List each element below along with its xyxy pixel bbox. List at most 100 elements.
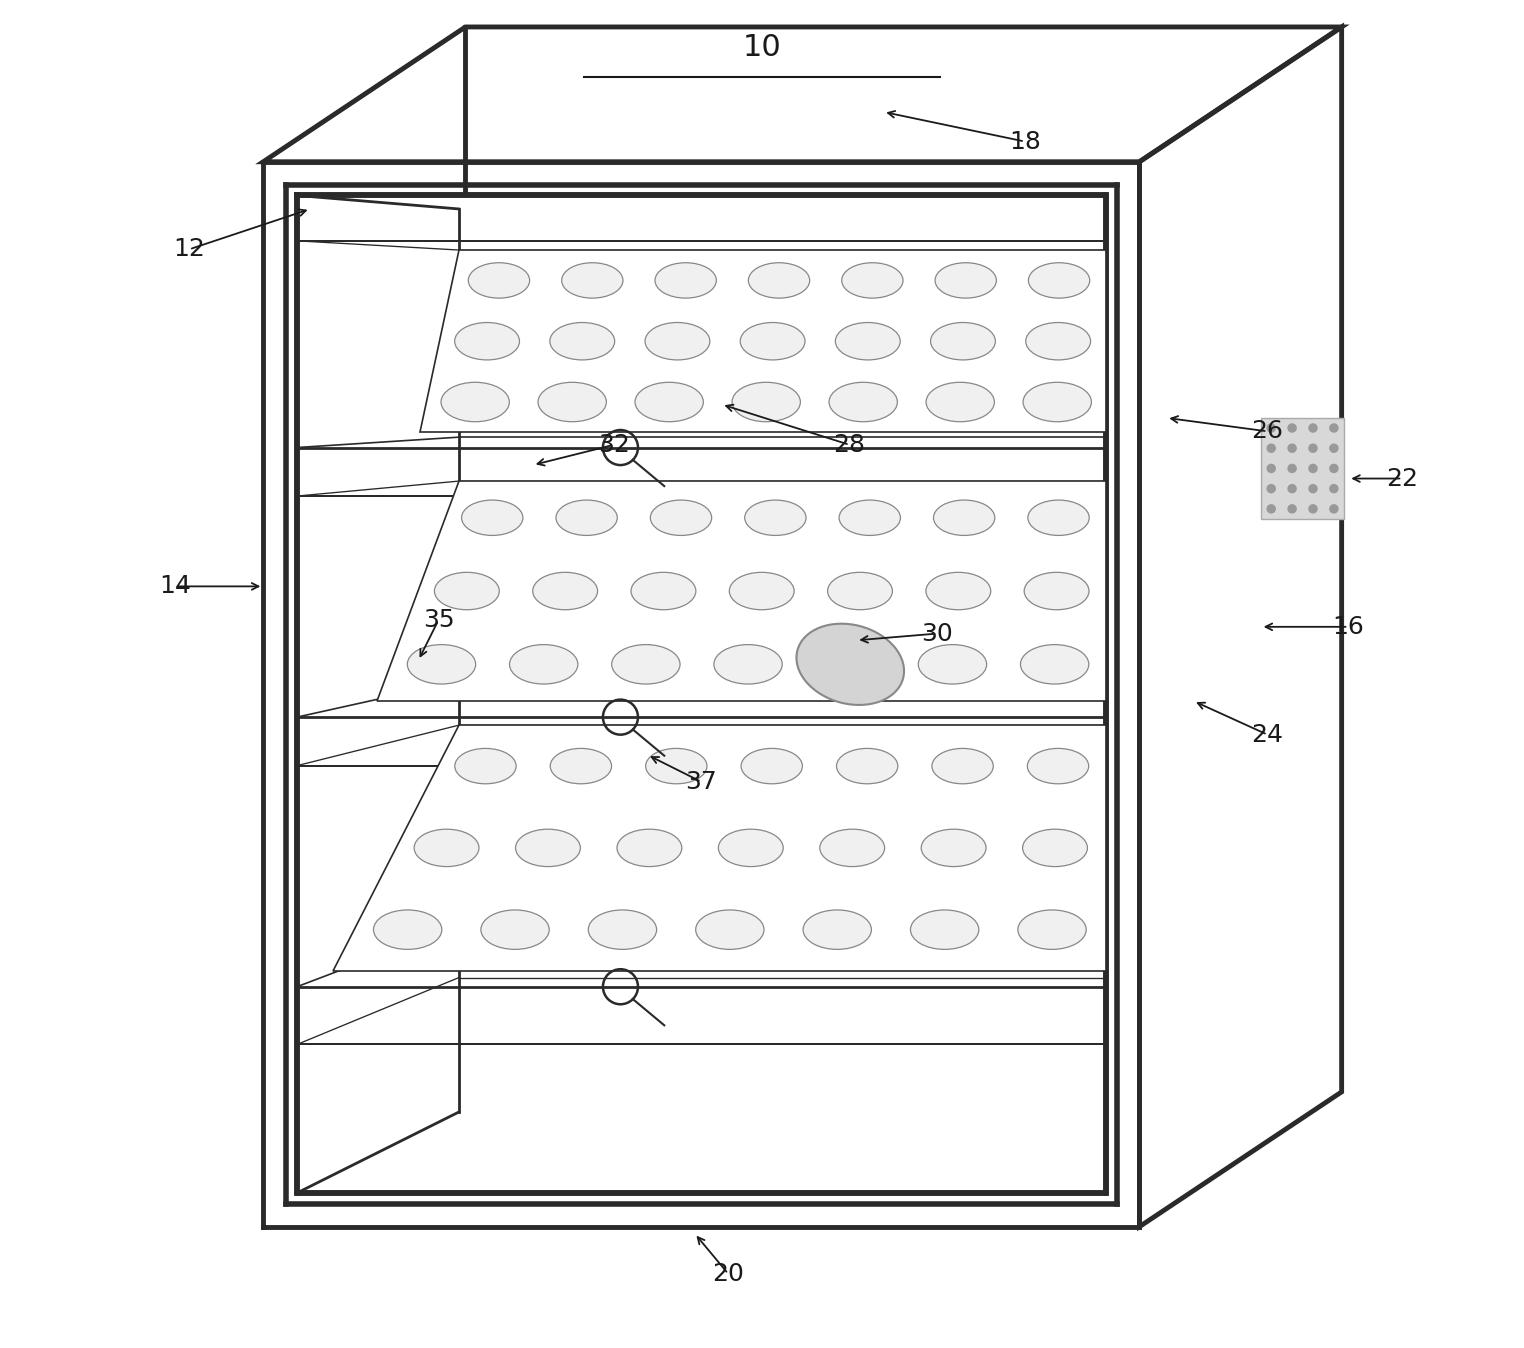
Ellipse shape [713, 644, 782, 683]
Polygon shape [297, 195, 1106, 1193]
Ellipse shape [482, 910, 549, 949]
Ellipse shape [631, 573, 696, 609]
Ellipse shape [1021, 644, 1088, 683]
Circle shape [1266, 506, 1276, 514]
Ellipse shape [745, 500, 806, 535]
Ellipse shape [1029, 263, 1090, 298]
Circle shape [1266, 445, 1276, 453]
Ellipse shape [927, 573, 991, 609]
Circle shape [1330, 464, 1338, 473]
Ellipse shape [828, 573, 893, 609]
Text: 30: 30 [922, 621, 952, 646]
Text: 18: 18 [1009, 129, 1041, 154]
Ellipse shape [533, 573, 597, 609]
Ellipse shape [550, 322, 614, 360]
Ellipse shape [454, 322, 520, 360]
Text: 14: 14 [160, 574, 192, 599]
Ellipse shape [829, 383, 898, 422]
Text: 10: 10 [742, 32, 782, 62]
Ellipse shape [636, 383, 704, 422]
Circle shape [1266, 485, 1276, 493]
Text: 20: 20 [712, 1262, 744, 1286]
Ellipse shape [803, 910, 872, 949]
Circle shape [1330, 485, 1338, 493]
Ellipse shape [434, 573, 500, 609]
Ellipse shape [645, 322, 710, 360]
Ellipse shape [440, 383, 509, 422]
Circle shape [1288, 485, 1295, 493]
Ellipse shape [695, 910, 764, 949]
Circle shape [1309, 506, 1317, 514]
Circle shape [1288, 506, 1295, 514]
Circle shape [1309, 485, 1317, 493]
Ellipse shape [835, 322, 901, 360]
Circle shape [1288, 464, 1295, 473]
Ellipse shape [468, 263, 530, 298]
Ellipse shape [841, 263, 904, 298]
Ellipse shape [1027, 748, 1088, 783]
Text: 24: 24 [1251, 723, 1283, 747]
Ellipse shape [797, 624, 904, 705]
Ellipse shape [646, 748, 707, 783]
Circle shape [1266, 423, 1276, 431]
Ellipse shape [415, 829, 479, 867]
Ellipse shape [562, 263, 623, 298]
Ellipse shape [655, 263, 716, 298]
Ellipse shape [933, 748, 994, 783]
Ellipse shape [741, 322, 805, 360]
Ellipse shape [538, 383, 607, 422]
Ellipse shape [588, 910, 657, 949]
Ellipse shape [732, 383, 800, 422]
Ellipse shape [936, 263, 997, 298]
Ellipse shape [910, 910, 978, 949]
Circle shape [1309, 423, 1317, 431]
Ellipse shape [1023, 383, 1091, 422]
Ellipse shape [651, 500, 712, 535]
Ellipse shape [373, 910, 442, 949]
Ellipse shape [718, 829, 783, 867]
Text: 26: 26 [1251, 419, 1283, 443]
Circle shape [1288, 445, 1295, 453]
Ellipse shape [611, 644, 680, 683]
Ellipse shape [934, 500, 995, 535]
Ellipse shape [931, 322, 995, 360]
Circle shape [1288, 423, 1295, 431]
Ellipse shape [1026, 322, 1091, 360]
Ellipse shape [927, 383, 994, 422]
Polygon shape [421, 249, 1106, 433]
Ellipse shape [840, 500, 901, 535]
Ellipse shape [617, 829, 681, 867]
Ellipse shape [837, 748, 898, 783]
Text: 28: 28 [834, 433, 866, 457]
Ellipse shape [1027, 500, 1090, 535]
Ellipse shape [515, 829, 581, 867]
Circle shape [1266, 464, 1276, 473]
Polygon shape [376, 481, 1106, 701]
Ellipse shape [462, 500, 523, 535]
Circle shape [1330, 445, 1338, 453]
Circle shape [1309, 464, 1317, 473]
Text: 32: 32 [597, 433, 629, 457]
Text: 22: 22 [1387, 466, 1419, 491]
Ellipse shape [1023, 829, 1088, 867]
Ellipse shape [820, 829, 884, 867]
Ellipse shape [454, 748, 517, 783]
Text: 35: 35 [422, 608, 454, 632]
Polygon shape [334, 725, 1106, 971]
Ellipse shape [730, 573, 794, 609]
Text: 16: 16 [1332, 615, 1364, 639]
Ellipse shape [1024, 573, 1090, 609]
Ellipse shape [550, 748, 611, 783]
Text: 37: 37 [686, 770, 718, 794]
Circle shape [1330, 423, 1338, 431]
Text: 12: 12 [174, 237, 206, 262]
Ellipse shape [407, 644, 475, 683]
Ellipse shape [920, 829, 986, 867]
Ellipse shape [1018, 910, 1087, 949]
Circle shape [1309, 445, 1317, 453]
FancyBboxPatch shape [1260, 418, 1344, 519]
Ellipse shape [741, 748, 803, 783]
Ellipse shape [556, 500, 617, 535]
Ellipse shape [919, 644, 986, 683]
Circle shape [1330, 506, 1338, 514]
